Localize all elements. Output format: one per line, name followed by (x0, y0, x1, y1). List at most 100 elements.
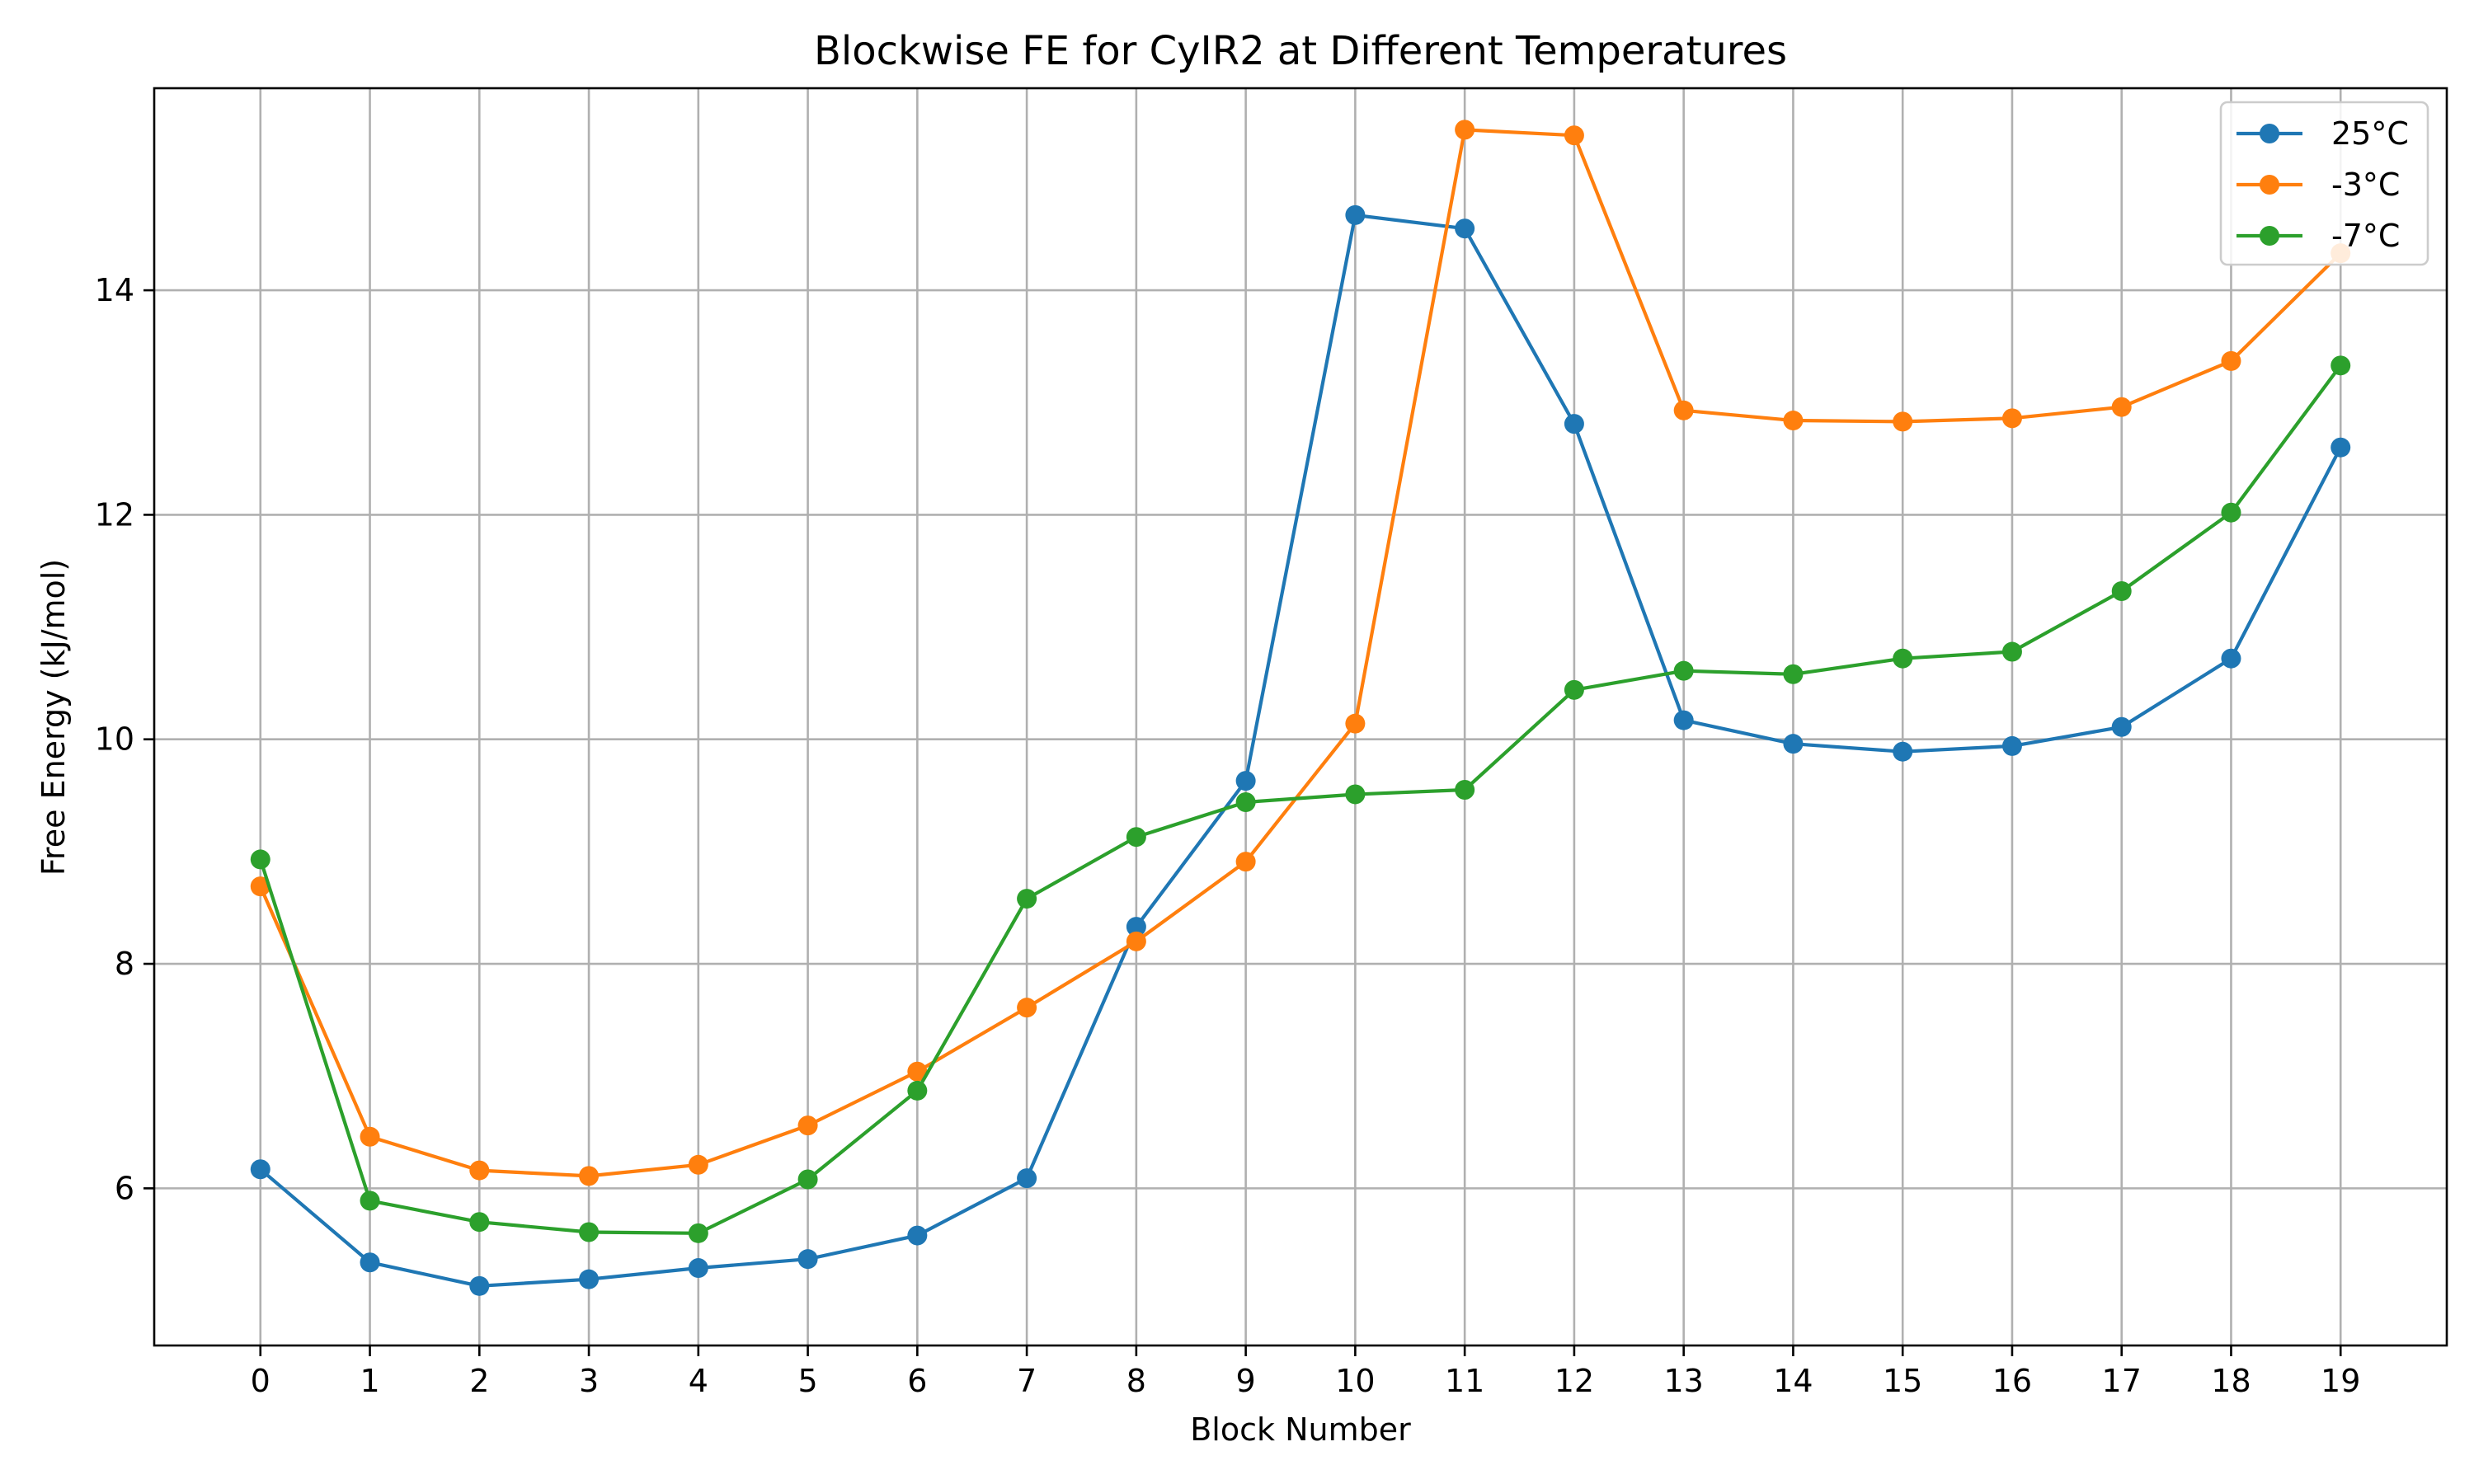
data-point (1017, 1168, 1037, 1189)
data-point (907, 1080, 928, 1101)
series-line (259, 213, 2343, 1288)
x-tick-label: 14 (1773, 1363, 1813, 1399)
data-point (2111, 397, 2132, 417)
y-gridlines (154, 289, 2447, 1190)
x-tick-label: 9 (1236, 1363, 1256, 1399)
data-point (579, 1222, 600, 1242)
legend-marker (2260, 226, 2279, 246)
y-tick-label: 12 (95, 496, 134, 533)
data-point (2331, 355, 2351, 376)
data-point (469, 1212, 490, 1233)
data-point (2111, 581, 2132, 601)
series-0 (250, 204, 2351, 1296)
data-point (2001, 735, 2022, 756)
legend-marker (2260, 175, 2279, 195)
legend-entry: -3°C (2236, 167, 2400, 203)
legend-marker (2260, 124, 2279, 143)
x-tick-label: 18 (2211, 1363, 2251, 1399)
data-point (1126, 917, 1146, 937)
data-point (579, 1269, 600, 1289)
x-tick-label: 7 (1017, 1363, 1037, 1399)
x-axis-ticks: 0 1 2 3 4 5 6 7 8 9 10 11 12 13 14 15 16 17 18 19 (251, 1345, 2360, 1399)
data-point (1673, 710, 1694, 730)
y-tick-label: 14 (95, 272, 134, 308)
legend-entry: -7°C (2236, 218, 2400, 254)
data-point (1345, 784, 1366, 805)
data-point (1235, 852, 1256, 872)
data-point (1893, 648, 1913, 669)
series-2 (250, 355, 2351, 1243)
data-point (1455, 120, 1475, 140)
series-line (258, 364, 2342, 1235)
x-axis-label: Block Number (1190, 1411, 1411, 1448)
data-point (469, 1275, 490, 1296)
y-tick-label: 10 (95, 721, 134, 758)
legend-label: -3°C (2331, 167, 2400, 203)
data-point (1126, 827, 1146, 848)
x-tick-label: 10 (1335, 1363, 1375, 1399)
data-point (1564, 414, 1584, 434)
data-point (1017, 889, 1037, 909)
data-point (2111, 716, 2132, 737)
legend-label: 25°C (2331, 115, 2409, 152)
data-point (360, 1126, 380, 1147)
data-point (1673, 400, 1694, 420)
data-point (2331, 437, 2351, 458)
data-point (1455, 780, 1475, 801)
data-point (1783, 411, 1804, 431)
x-tick-label: 8 (1126, 1363, 1146, 1399)
data-point (1455, 218, 1475, 239)
data-point (1345, 713, 1366, 734)
x-tick-label: 19 (2321, 1363, 2360, 1399)
x-tick-label: 13 (1663, 1363, 1703, 1399)
x-tick-label: 2 (469, 1363, 489, 1399)
data-point (469, 1160, 490, 1181)
data-point (797, 1115, 818, 1136)
legend-entry: 25°C (2236, 115, 2409, 152)
plot-frame (153, 87, 2448, 1347)
data-point (1235, 791, 1256, 812)
data-point (688, 1258, 708, 1279)
y-tick-label: 6 (115, 1170, 134, 1206)
data-point (250, 849, 270, 870)
data-point (907, 1061, 928, 1082)
x-tick-label: 6 (907, 1363, 927, 1399)
x-tick-label: 17 (2102, 1363, 2142, 1399)
x-tick-label: 4 (689, 1363, 708, 1399)
x-tick-label: 1 (360, 1363, 379, 1399)
data-point (1017, 998, 1037, 1018)
y-tick-label: 8 (115, 946, 134, 982)
data-point (579, 1166, 600, 1186)
data-point (1126, 931, 1146, 951)
x-tick-label: 12 (1554, 1363, 1594, 1399)
data-point (2221, 502, 2241, 523)
data-point (360, 1252, 380, 1273)
x-tick-label: 3 (579, 1363, 599, 1399)
data-point (360, 1190, 380, 1211)
x-tick-label: 15 (1883, 1363, 1922, 1399)
x-tick-label: 11 (1445, 1363, 1484, 1399)
data-point (2001, 641, 2022, 662)
data-point (797, 1249, 818, 1270)
series-1 (250, 120, 2351, 1186)
data-point (1893, 411, 1913, 432)
data-point (688, 1223, 708, 1243)
y-axis-label: Free Energy (kJ/mol) (35, 559, 72, 876)
data-point (2221, 648, 2241, 669)
data-point (2001, 408, 2022, 429)
data-point (250, 1159, 270, 1180)
data-point (1345, 204, 1366, 225)
data-point (1564, 679, 1584, 700)
data-point (2221, 350, 2241, 371)
data-point (907, 1225, 928, 1246)
data-point (1783, 734, 1804, 754)
x-tick-label: 5 (797, 1363, 817, 1399)
chart-title: Blockwise FE for CyIR2 at Different Temp… (814, 28, 1787, 74)
x-tick-label: 16 (1992, 1363, 2032, 1399)
series-line (258, 128, 2342, 1178)
legend-label: -7°C (2331, 218, 2400, 254)
legend: 25°C -3°C -7°C (2219, 101, 2429, 266)
x-tick-label: 0 (251, 1363, 270, 1399)
